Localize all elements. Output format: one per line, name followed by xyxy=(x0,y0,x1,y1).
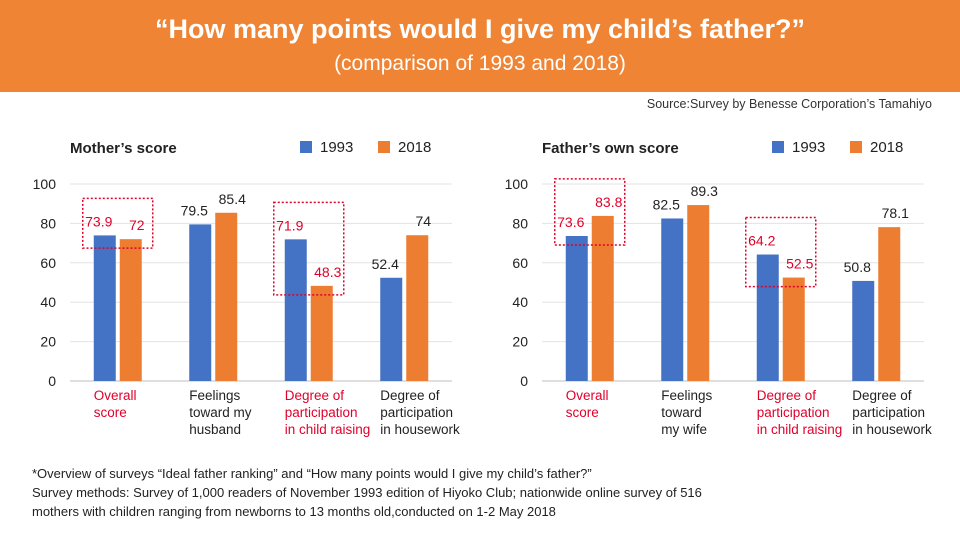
bar-2018 xyxy=(310,285,333,381)
x-category-label: Degree of participation in housework xyxy=(380,388,460,437)
x-category-label-line: Degree of xyxy=(380,388,440,403)
source-note: Source:Survey by Benesse Corporation’s T… xyxy=(646,97,932,111)
legend-label-1993: 1993 xyxy=(320,139,353,156)
y-tick-label: 60 xyxy=(512,255,528,271)
survey-notes: *Overview of surveys “Ideal father ranki… xyxy=(32,464,702,521)
legend-swatch-2018 xyxy=(850,141,862,153)
x-category-label: Degree of participation in housework xyxy=(852,388,932,437)
legend-label-2018: 2018 xyxy=(870,139,903,156)
legend-swatch-1993 xyxy=(300,141,312,153)
x-category-label-line: in housework xyxy=(852,422,932,437)
bar-2018 xyxy=(406,235,429,381)
data-label: 48.3 xyxy=(314,264,341,280)
bar-1993 xyxy=(756,254,779,381)
title-banner: “How many points would I give my child’s… xyxy=(0,0,960,92)
data-label: 82.5 xyxy=(653,196,680,212)
x-category-label-line: participation xyxy=(852,405,925,420)
y-tick-label: 60 xyxy=(40,255,56,271)
bar-1993 xyxy=(189,224,212,381)
y-tick-label: 20 xyxy=(40,334,56,350)
legend-label-1993: 1993 xyxy=(792,139,825,156)
fathers-own-score-chart: Father’s own score 1993 2018 0 20 40 60 80 100 73… xyxy=(505,139,932,437)
bar-2018 xyxy=(591,215,614,381)
legend-swatch-2018 xyxy=(378,141,390,153)
data-label: 52.4 xyxy=(372,256,399,272)
x-category-label-line: Degree of xyxy=(852,388,912,403)
x-category-label-line: my wife xyxy=(661,422,707,437)
legend-label-2018: 2018 xyxy=(398,139,431,156)
y-tick-label: 40 xyxy=(40,294,56,310)
y-tick-label: 100 xyxy=(505,176,529,192)
data-label: 64.2 xyxy=(748,233,775,249)
data-label: 50.8 xyxy=(844,259,871,275)
y-tick-label: 80 xyxy=(512,215,528,231)
x-category-label-line: Overall xyxy=(94,388,137,403)
x-category-label-line: Degree of xyxy=(757,388,817,403)
x-category-label: Overall score xyxy=(566,388,609,420)
data-label: 89.3 xyxy=(691,183,718,199)
chart-title: Father’s own score xyxy=(542,140,679,157)
page-subtitle: (comparison of 1993 and 2018) xyxy=(334,52,626,75)
y-tick-label: 80 xyxy=(40,215,56,231)
bar-1993 xyxy=(93,235,116,381)
bar-1993 xyxy=(565,236,588,381)
data-label: 78.1 xyxy=(882,205,909,221)
data-label: 73.9 xyxy=(85,213,112,229)
x-category-label: Overall score xyxy=(94,388,137,420)
x-category-label: Feelings toward my wife xyxy=(661,388,712,437)
data-label: 79.5 xyxy=(181,202,208,218)
x-category-label-line: participation xyxy=(757,405,830,420)
data-label: 52.5 xyxy=(786,256,813,272)
x-category-label-line: participation xyxy=(380,405,453,420)
y-tick-label: 0 xyxy=(48,373,56,389)
bar-1993 xyxy=(661,218,684,381)
legend-swatch-1993 xyxy=(772,141,784,153)
x-category-label-line: in child raising xyxy=(285,422,371,437)
highlight-box xyxy=(273,201,345,296)
data-label: 85.4 xyxy=(219,191,246,207)
highlight-box xyxy=(745,216,817,288)
x-category-label-line: toward xyxy=(661,405,702,420)
note-line: Survey methods: Survey of 1,000 readers … xyxy=(32,485,702,500)
x-category-label-line: toward my xyxy=(189,405,252,420)
y-tick-label: 40 xyxy=(512,294,528,310)
data-label: 72 xyxy=(129,217,145,233)
x-category-label-line: Degree of xyxy=(285,388,345,403)
bar-2018 xyxy=(215,212,238,381)
data-label: 83.8 xyxy=(595,194,622,210)
y-tick-label: 100 xyxy=(33,176,57,192)
data-label: 74 xyxy=(415,213,431,229)
x-category-label-line: score xyxy=(94,405,127,420)
x-category-label-line: Feelings xyxy=(189,388,240,403)
page-title: “How many points would I give my child’s… xyxy=(154,14,806,44)
y-tick-label: 0 xyxy=(520,373,528,389)
bar-2018 xyxy=(687,205,710,381)
y-tick-label: 20 xyxy=(512,334,528,350)
x-category-label-line: in child raising xyxy=(757,422,843,437)
highlight-box xyxy=(554,178,626,246)
x-category-label-line: Feelings xyxy=(661,388,712,403)
x-category-label-line: in housework xyxy=(380,422,460,437)
x-category-label: Degree of participation in child raising xyxy=(757,388,843,437)
x-category-label-line: husband xyxy=(189,422,241,437)
note-line: *Overview of surveys “Ideal father ranki… xyxy=(32,466,592,481)
data-label: 71.9 xyxy=(276,217,303,233)
x-category-label-line: score xyxy=(566,405,599,420)
x-category-label: Feelings toward my husband xyxy=(189,388,252,437)
data-label: 73.6 xyxy=(557,214,584,230)
x-category-label: Degree of participation in child raising xyxy=(285,388,371,437)
note-line: mothers with children ranging from newbo… xyxy=(32,504,556,519)
x-category-label-line: participation xyxy=(285,405,358,420)
chart-title: Mother’s score xyxy=(70,140,177,157)
bar-1993 xyxy=(284,239,307,381)
x-category-label-line: Overall xyxy=(566,388,609,403)
bar-1993 xyxy=(852,280,875,381)
bar-2018 xyxy=(878,227,901,381)
mothers-score-chart: Mother’s score 1993 2018 0 20 40 60 80 100 73.9 72… xyxy=(33,139,460,437)
bar-2018 xyxy=(119,239,142,381)
bar-1993 xyxy=(380,277,403,381)
bar-2018 xyxy=(782,277,805,381)
